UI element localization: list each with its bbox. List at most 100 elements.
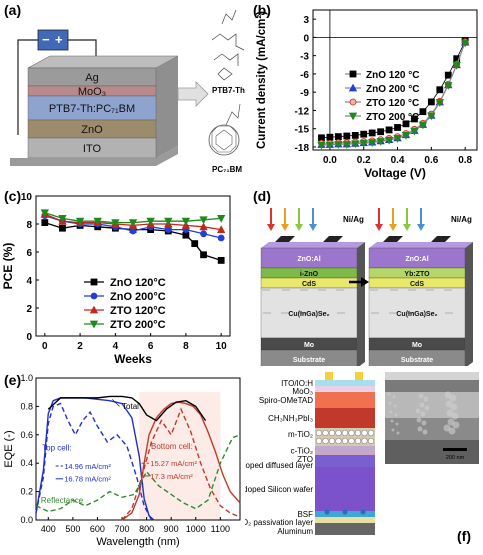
grain-dot bbox=[413, 312, 415, 314]
stack-layer-label: CdS bbox=[302, 281, 316, 288]
data-point bbox=[217, 225, 226, 233]
legend-marker bbox=[89, 305, 99, 314]
sem-silicon bbox=[385, 440, 479, 464]
data-point bbox=[436, 86, 444, 94]
sem-spiro bbox=[385, 380, 479, 392]
grain-dot bbox=[321, 312, 323, 314]
stack-layer-label: BSF bbox=[297, 510, 313, 519]
grain-dot bbox=[263, 312, 265, 314]
x-tick-label: 0.4 bbox=[391, 155, 405, 166]
data-point bbox=[325, 141, 335, 150]
stack-layer-label: CH₃NH₃PbI₃ bbox=[268, 414, 313, 423]
legend-label: ZnO 200°C bbox=[110, 291, 166, 303]
grain-dot bbox=[262, 289, 264, 291]
stack-layer-label: i-ZnO bbox=[300, 271, 319, 278]
eqe-series-3 bbox=[121, 407, 241, 521]
bottom-cell-j1: 15.27 mA/cm² bbox=[150, 459, 197, 468]
mesoporous-particle bbox=[341, 437, 349, 445]
stack-layer-label: CdS bbox=[410, 281, 424, 288]
light-arrowhead bbox=[375, 224, 383, 231]
mesoporous-particle bbox=[328, 437, 336, 445]
x-tick-label: 900 bbox=[164, 524, 179, 534]
mesoporous-particle bbox=[341, 429, 349, 437]
sem-grain bbox=[387, 392, 391, 396]
top-cell-j1: 14.96 mA/cm² bbox=[64, 462, 111, 471]
series-3 bbox=[40, 209, 226, 227]
data-point bbox=[376, 138, 385, 146]
y-tick-label: 3 bbox=[303, 15, 309, 26]
mesoporous-particle bbox=[367, 429, 375, 437]
stack-layer bbox=[368, 287, 466, 339]
data-point bbox=[128, 219, 138, 227]
grain-dot bbox=[288, 289, 290, 291]
light-arrowhead bbox=[389, 224, 397, 231]
mesoporous-particle bbox=[354, 437, 362, 445]
bottom-cell-j2: 17.3 mA/cm² bbox=[150, 472, 193, 481]
grain-dot bbox=[447, 312, 449, 314]
stack-layer-label: ZTO bbox=[297, 455, 313, 464]
data-point bbox=[402, 120, 410, 128]
data-point bbox=[384, 136, 394, 145]
sem-grain bbox=[389, 410, 393, 414]
light-arrowhead bbox=[295, 224, 303, 231]
data-point bbox=[343, 132, 351, 140]
sem-grain bbox=[452, 421, 460, 429]
x-tick-label: 1000 bbox=[186, 524, 206, 534]
battery-plus: + bbox=[55, 32, 63, 47]
mesoporous-particle bbox=[328, 429, 336, 437]
grain-dot bbox=[372, 289, 374, 291]
data-point bbox=[41, 219, 49, 226]
contact-label: Ni/Ag bbox=[343, 215, 364, 224]
light-arrowhead bbox=[281, 224, 289, 231]
y-tick-label: 2 bbox=[26, 304, 32, 315]
y-tick-label: 0.4 bbox=[20, 458, 33, 468]
y-tick-label: 4 bbox=[26, 276, 32, 287]
data-point bbox=[377, 128, 385, 136]
stack-layer bbox=[260, 287, 358, 339]
stack-layer bbox=[315, 392, 375, 408]
stack-layer-label: PTB7-Th:PC₇₁BM bbox=[49, 103, 135, 115]
data-point bbox=[427, 112, 436, 121]
y-axis-label: Current density (mA/cm²) bbox=[256, 11, 268, 149]
data-point bbox=[334, 141, 343, 149]
x-tick-label: 400 bbox=[41, 524, 56, 534]
grain-dot bbox=[391, 312, 393, 314]
y-axis-label: PCE (%) bbox=[1, 243, 15, 290]
mesoporous-particle bbox=[367, 437, 375, 445]
grain-dot bbox=[446, 289, 448, 291]
grain-dot bbox=[267, 312, 269, 314]
grain-dot bbox=[306, 289, 308, 291]
grain-dot bbox=[408, 289, 410, 291]
grain-dot bbox=[284, 289, 286, 291]
mesoporous-particle bbox=[354, 429, 362, 437]
bsf-dot bbox=[324, 509, 330, 515]
sem-grain bbox=[390, 419, 394, 423]
data-point bbox=[418, 121, 428, 130]
legend-marker bbox=[89, 320, 99, 329]
data-point bbox=[58, 214, 67, 223]
data-point bbox=[199, 222, 208, 231]
plot-frame bbox=[35, 195, 231, 337]
grain-dot bbox=[411, 312, 413, 314]
data-point bbox=[460, 39, 470, 48]
panel-f: (f) ITO/IO:H MoO₃ Spiro-OMeTAD CH₃NH₃PbI₃ m-… bbox=[233, 370, 483, 550]
light-arrowhead bbox=[267, 224, 275, 231]
panel-label-d: (d) bbox=[253, 188, 271, 204]
grain-dot bbox=[410, 289, 412, 291]
grain-dot bbox=[338, 289, 340, 291]
x-tick-label: 600 bbox=[90, 524, 105, 534]
legend-label: ZnO 120 °C bbox=[366, 70, 419, 81]
bsf-dot bbox=[360, 509, 366, 515]
grain-dot bbox=[430, 289, 432, 291]
sem-grain bbox=[424, 405, 430, 411]
grain-dot bbox=[339, 312, 341, 314]
grain-dot bbox=[371, 312, 373, 314]
sem-grain bbox=[418, 393, 424, 399]
data-point bbox=[182, 231, 190, 239]
eqe-chart: 1.0 0.8 0.6 0.4 0.2 0.0 400 500 600 700 800 900 1000… bbox=[3, 373, 241, 548]
panel-d: (d) ZnO:Al i-ZnO CdS Cu(InGa)Se₂ Mo Substrate… bbox=[245, 186, 483, 369]
grain-dot bbox=[285, 312, 287, 314]
y-tick-label: 10 bbox=[21, 192, 33, 203]
grain-dot bbox=[281, 312, 283, 314]
data-point bbox=[360, 130, 368, 138]
